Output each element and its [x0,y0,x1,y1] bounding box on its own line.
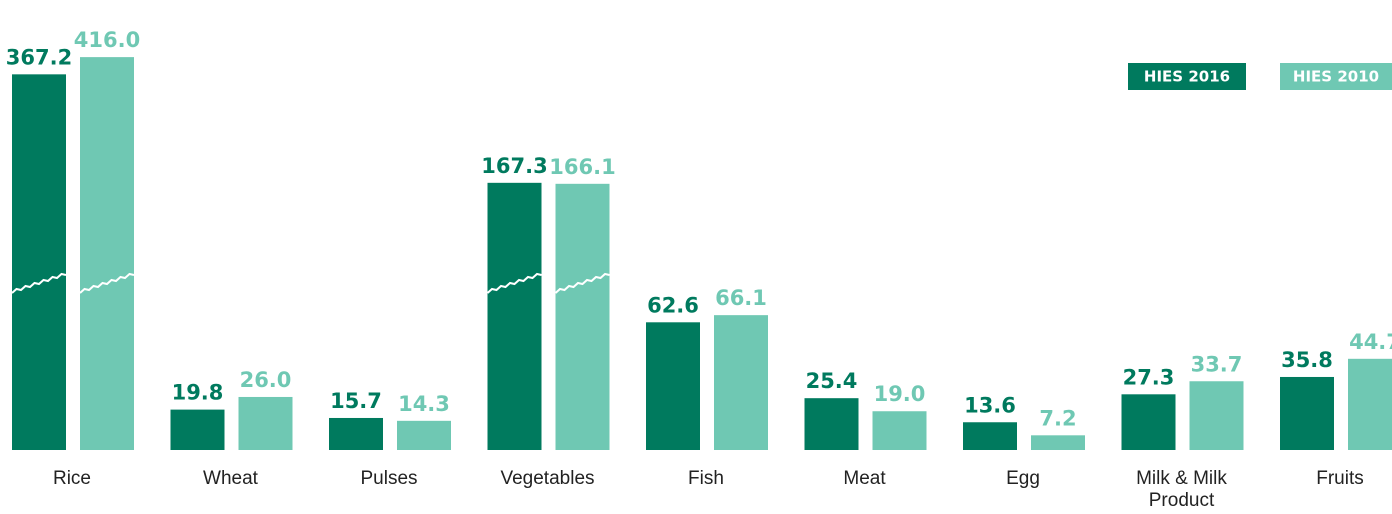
value-label: 33.7 [1191,352,1243,376]
bar [804,398,859,450]
x-tick-label: Fish [688,468,724,489]
bar [1189,381,1244,450]
bar [329,417,383,450]
bar [1280,376,1334,450]
axis-break [11,272,67,294]
legend-swatch [1128,63,1246,90]
value-label: 26.0 [240,368,292,392]
legend-swatch [1280,63,1392,90]
x-tick-label: Rice [52,468,91,489]
bar [397,420,451,450]
value-label: 27.3 [1123,365,1175,389]
value-label: 367.2 [6,45,72,69]
x-tick-label: Fruits [1316,468,1364,489]
value-label: 19.8 [172,381,224,405]
x-tick-label: Meat [843,468,886,489]
value-label: 7.2 [1039,406,1076,430]
bar [1348,358,1392,450]
bar [12,74,66,451]
bar [1121,394,1176,450]
legend-label: HIES 2016 [1144,68,1230,86]
value-label: 44.7 [1349,330,1392,354]
x-tick-label: Milk & Milk Product [1136,468,1227,511]
value-label: 14.3 [398,392,450,416]
bar [238,396,293,450]
x-tick-label: Wheat [203,468,258,489]
x-tick-label: Vegetables [500,468,595,489]
value-label: 19.0 [874,382,926,406]
bar [646,322,700,450]
bar [487,182,542,450]
bar [1031,435,1085,450]
value-label: 15.7 [330,389,382,413]
value-label: 35.8 [1281,348,1333,372]
axis-break [486,272,542,294]
value-label: 166.1 [549,155,615,179]
bar [963,422,1017,450]
bar [714,315,768,450]
axis-break [554,272,610,294]
x-tick-label: Pulses [360,468,418,489]
x-tick-label: Egg [1006,468,1040,489]
value-label: 66.1 [715,286,767,310]
value-label: 25.4 [806,369,858,393]
bar [872,411,927,450]
legend-label: HIES 2010 [1293,68,1379,86]
value-label: 167.3 [481,154,547,178]
value-label: 62.6 [647,293,699,317]
bar [80,57,134,450]
bar [170,409,225,450]
axis-break [79,272,135,294]
bar [555,183,610,450]
value-label: 13.6 [964,393,1016,417]
value-label: 416.0 [74,28,140,52]
